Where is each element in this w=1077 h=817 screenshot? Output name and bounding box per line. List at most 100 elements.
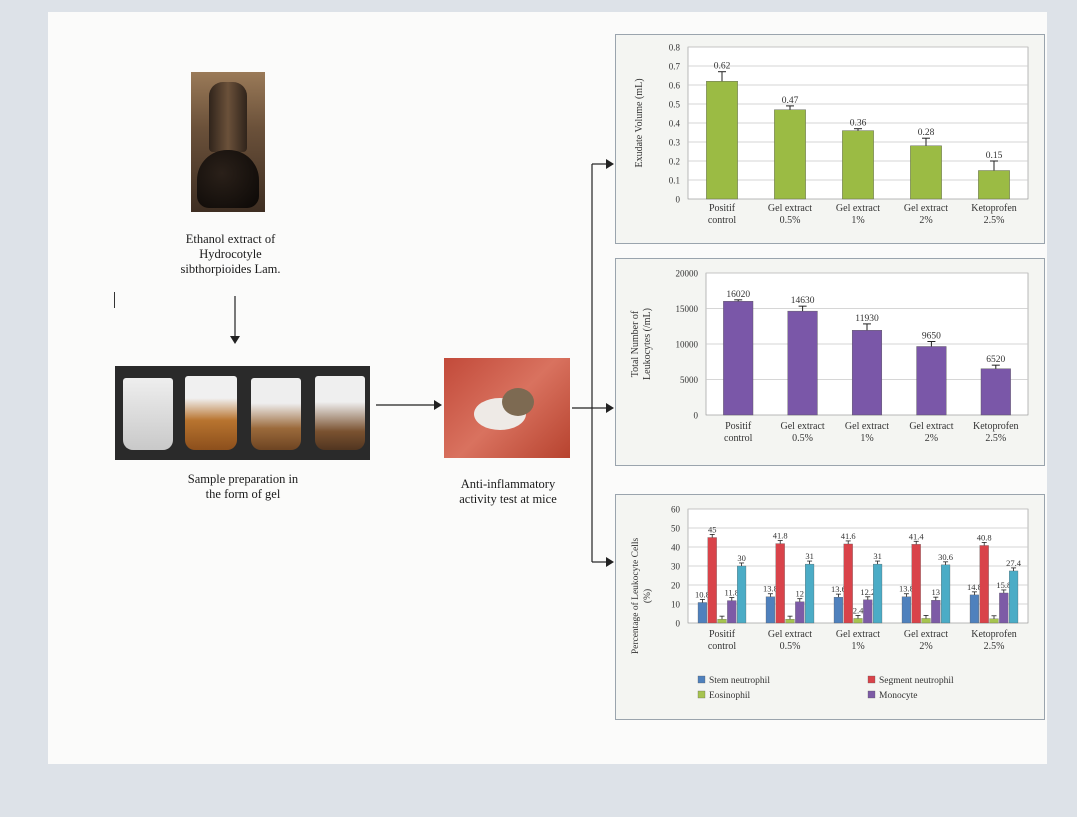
x-tick-label: 2% bbox=[925, 433, 938, 444]
x-tick-label: 1% bbox=[851, 641, 864, 652]
data-label: 12 bbox=[796, 589, 805, 599]
data-label: 15.8 bbox=[996, 580, 1011, 590]
bar-monocyte bbox=[931, 600, 941, 624]
leukocyte-chart: 0 5000 10000 15000 20000 Total Number of Leuko… bbox=[630, 269, 1029, 444]
legend-label: Segment neutrophil bbox=[879, 676, 954, 686]
x-tick-label: control bbox=[724, 433, 753, 444]
y-tick-label: 20 bbox=[671, 581, 681, 591]
legend-swatch bbox=[697, 690, 706, 699]
bar bbox=[787, 310, 818, 416]
y-tick-label: 0.5 bbox=[669, 100, 681, 110]
legend-label: Eosinophil bbox=[709, 691, 751, 701]
legend-label: Stem neutrophil bbox=[709, 676, 770, 686]
y-axis-label: (%) bbox=[642, 589, 653, 603]
data-label: 41.8 bbox=[773, 531, 788, 541]
x-tick-label: control bbox=[708, 215, 737, 226]
x-tick-label: 0.5% bbox=[780, 215, 801, 226]
x-tick-label: Ketoprofen bbox=[971, 203, 1017, 214]
arrow-right-1 bbox=[376, 400, 442, 410]
y-tick-label: 0.8 bbox=[669, 43, 681, 53]
y-tick-label: 0.3 bbox=[669, 138, 681, 148]
y-tick-label: 20000 bbox=[676, 269, 699, 279]
y-tick-label: 0.2 bbox=[669, 157, 680, 167]
bar-lymphocyte bbox=[805, 563, 815, 624]
y-tick-label: 0.4 bbox=[669, 119, 681, 129]
data-label: 16020 bbox=[726, 290, 750, 300]
data-label: 0.47 bbox=[782, 96, 799, 106]
bar bbox=[980, 368, 1011, 416]
bar-eosinophil bbox=[921, 618, 931, 624]
arrow-down bbox=[230, 296, 240, 344]
x-tick-label: 2% bbox=[919, 215, 932, 226]
extract-caption: Ethanol extract of Hydrocotyle sibthorpi… bbox=[180, 232, 281, 276]
figure-canvas: Ethanol extract of Hydrocotyle sibthorpi… bbox=[48, 12, 1047, 764]
bar-monocyte bbox=[999, 592, 1009, 624]
data-label: 14630 bbox=[791, 296, 815, 306]
data-label: 0.15 bbox=[986, 151, 1003, 161]
bar-eosinophil bbox=[989, 618, 999, 624]
data-label: 11930 bbox=[855, 314, 879, 324]
y-axis-label: Total Number of bbox=[630, 310, 641, 377]
branch-arrows bbox=[572, 159, 614, 567]
test-caption: Anti-inflammatory activity test at mice bbox=[459, 477, 557, 506]
data-label: 2.4 bbox=[853, 605, 864, 615]
x-tick-label: Gel extract bbox=[836, 203, 880, 214]
data-label: 0.62 bbox=[714, 62, 731, 72]
x-tick-label: Gel extract bbox=[909, 421, 953, 432]
data-label: 13.6 bbox=[831, 584, 846, 594]
data-label: 13 bbox=[932, 587, 941, 597]
bar-stem-neutrophil bbox=[833, 597, 843, 624]
bar bbox=[851, 330, 883, 416]
data-label: 40.8 bbox=[977, 532, 992, 542]
y-tick-label: 30 bbox=[671, 562, 681, 572]
legend-swatch bbox=[697, 675, 706, 684]
y-tick-label: 5000 bbox=[680, 375, 699, 385]
bar-monocyte bbox=[727, 600, 737, 624]
bar-lymphocyte bbox=[1009, 570, 1019, 624]
legend-label: Monocyte bbox=[879, 691, 918, 701]
bar-eosinophil bbox=[785, 619, 795, 624]
bar bbox=[706, 81, 738, 200]
bar-monocyte bbox=[795, 601, 805, 624]
y-tick-label: 0 bbox=[676, 619, 681, 629]
y-axis-label: Percentage of Leukocyte Cells bbox=[630, 538, 641, 655]
x-tick-label: 0.5% bbox=[792, 433, 813, 444]
y-axis-label: Leukocytes (/mL) bbox=[642, 308, 653, 380]
data-label: 30.6 bbox=[938, 552, 953, 562]
x-tick-label: Positif bbox=[709, 203, 736, 214]
x-tick-label: 0.5% bbox=[780, 641, 801, 652]
exudate-chart-panel: 0 0.1 0.2 0.3 0.4 0.5 0.6 0.7 0.8 Exudate Volume … bbox=[615, 34, 1045, 244]
y-axis-label: Exudate Volume (mL) bbox=[634, 78, 645, 167]
y-tick-label: 60 bbox=[671, 505, 681, 515]
bar-eosinophil bbox=[717, 619, 727, 624]
exudate-chart: 0 0.1 0.2 0.3 0.4 0.5 0.6 0.7 0.8 Exudate Volume … bbox=[634, 43, 1029, 226]
bar-segment-neutrophil bbox=[707, 537, 717, 624]
cell-percentage-chart-panel: 0 10 20 30 40 50 60 Percentage of Leukocyte Cel… bbox=[615, 494, 1045, 720]
y-tick-label: 0.1 bbox=[669, 176, 680, 186]
data-label: 27.4 bbox=[1006, 558, 1022, 568]
data-label: 12.2 bbox=[860, 587, 875, 597]
y-tick-label: 0.7 bbox=[669, 62, 681, 72]
leukocyte-chart-panel: 0 5000 10000 15000 20000 Total Number of Leuko… bbox=[615, 258, 1045, 466]
bar bbox=[910, 145, 942, 200]
bar bbox=[842, 130, 874, 200]
data-label: 0.36 bbox=[850, 119, 867, 129]
y-tick-label: 40 bbox=[671, 543, 681, 553]
bar-monocyte bbox=[863, 599, 873, 624]
x-tick-label: Gel extract bbox=[768, 203, 812, 214]
x-tick-label: 2.5% bbox=[985, 433, 1006, 444]
x-tick-label: 1% bbox=[851, 215, 864, 226]
bar-stem-neutrophil bbox=[765, 596, 775, 624]
x-tick-label: 2.5% bbox=[984, 641, 1005, 652]
x-tick-label: 2.5% bbox=[984, 215, 1005, 226]
gel-photo bbox=[115, 366, 370, 460]
y-tick-label: 15000 bbox=[676, 304, 699, 314]
bar-lymphocyte bbox=[873, 563, 883, 624]
data-label: 41.6 bbox=[841, 531, 856, 541]
bar-segment-neutrophil bbox=[775, 543, 785, 624]
data-label: 0.28 bbox=[918, 128, 935, 138]
x-tick-label: 2% bbox=[919, 641, 932, 652]
y-tick-label: 10000 bbox=[676, 340, 699, 350]
x-tick-label: control bbox=[708, 641, 737, 652]
data-label: 9650 bbox=[922, 332, 941, 342]
